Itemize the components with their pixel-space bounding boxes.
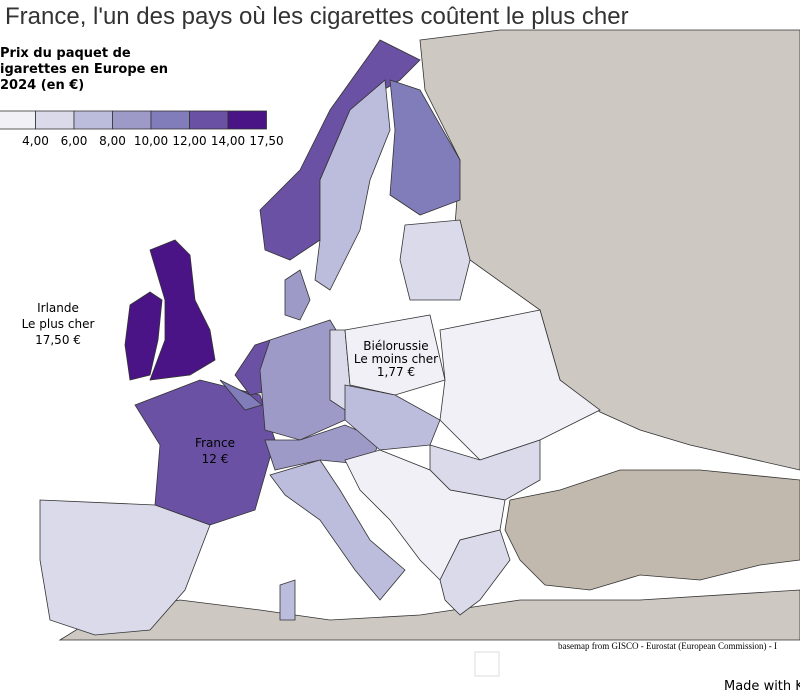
legend-panel: [0, 30, 295, 152]
legend-tick-label: 4,00: [22, 134, 49, 148]
legend-tick-label: 7: [0, 134, 1, 148]
annotation: 17,50 €: [35, 333, 81, 347]
legend-swatch: [35, 110, 75, 130]
land-grey: [504, 469, 800, 591]
annotation: Le moins cher: [354, 352, 438, 366]
country: [284, 269, 311, 321]
legend-swatch: [150, 110, 190, 130]
legend-tick-label: 6,00: [61, 134, 88, 148]
legend-swatch: [189, 110, 229, 130]
country: [134, 379, 276, 526]
annotation: Irlande: [37, 301, 79, 315]
legend-swatch: [227, 110, 267, 130]
country: [389, 79, 461, 216]
legend-swatch: [0, 110, 36, 130]
country: [39, 499, 211, 636]
legend-tick-label: 14,00: [211, 134, 245, 148]
country: [259, 319, 346, 441]
country: [279, 579, 296, 621]
country: [439, 529, 511, 616]
legend-swatch: [73, 110, 113, 130]
placeholder-box: [474, 651, 500, 677]
annotation: France: [195, 436, 235, 450]
country: [314, 79, 391, 291]
country: [149, 239, 216, 381]
legend-title: Prix du paquet de: [0, 46, 131, 61]
annotation: Biélorussie: [363, 339, 428, 353]
legend-tick-label: 8,00: [99, 134, 126, 148]
legend-title: 2024 (en €): [0, 78, 84, 93]
country: [124, 291, 163, 381]
annotation: 1,77 €: [377, 365, 415, 379]
legend-swatch: [112, 110, 152, 130]
country: [344, 314, 446, 396]
country: [399, 219, 471, 301]
country: [269, 459, 406, 601]
legend-tick-label: 10,00: [134, 134, 168, 148]
legend-tick-label: 17,50: [249, 134, 283, 148]
source: basemap from GISCO - Eurostat (European …: [558, 641, 777, 651]
title: France, l'un des pays où les cigarettes …: [5, 3, 629, 30]
legend-title: igarettes en Europe en: [0, 62, 168, 77]
legend-tick-label: 12,00: [172, 134, 206, 148]
annotation: 12 €: [202, 452, 229, 466]
credit: Made with K: [724, 679, 800, 694]
annotation: Le plus cher: [22, 317, 95, 331]
country: [219, 379, 263, 411]
